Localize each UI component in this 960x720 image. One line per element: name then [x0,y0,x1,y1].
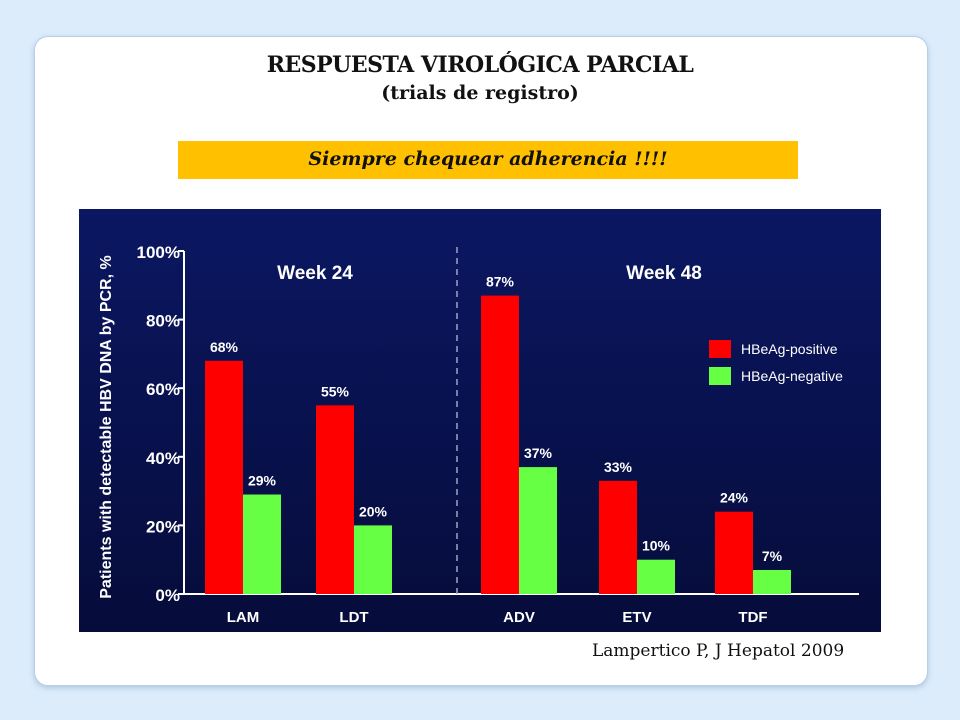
legend-label: HBeAg-positive [741,341,838,357]
legend-swatch [709,340,731,358]
bar-chart: Patients with detectable HBV DNA by PCR,… [79,209,881,632]
citation: Lampertico P, J Hepatol 2009 [592,641,845,661]
data-label: 33% [604,459,633,475]
adherence-banner: Siempre chequear adherencia !!!! [178,141,798,179]
y-tick-label: 80% [146,312,180,331]
legend-swatch [709,367,731,385]
y-tick-label: 0% [155,586,180,605]
group-label: Week 48 [626,263,702,284]
y-axis-label: Patients with detectable HBV DNA by PCR,… [98,255,115,598]
bar [205,360,243,594]
y-tick-label: 100% [137,243,180,262]
x-tick-label: LDT [339,609,368,626]
chart-background [79,209,881,632]
bar [519,467,557,594]
group-label: Week 24 [277,263,353,284]
data-label: 10% [642,538,671,554]
x-tick-label: LAM [227,609,260,626]
bar [481,295,519,594]
data-label: 20% [359,503,388,519]
y-tick-label: 60% [146,380,180,399]
x-tick-label: ETV [622,609,651,626]
data-label: 29% [248,473,277,489]
slide-title: RESPUESTA VIROLÓGICA PARCIAL [266,52,694,78]
y-tick-label: 40% [146,449,180,468]
data-label: 24% [720,490,749,506]
y-tick-label: 20% [146,517,180,536]
bar [243,494,281,594]
x-tick-label: TDF [738,609,767,626]
data-label: 68% [210,339,239,355]
data-label: 7% [762,548,783,564]
bar [715,511,753,594]
bar [753,569,791,594]
banner-text: Siempre chequear adherencia !!!! [308,148,668,170]
slide-subtitle: (trials de registro) [381,82,579,104]
legend-label: HBeAg-negative [741,368,843,384]
bar [637,559,675,594]
data-label: 55% [321,383,350,399]
bar [354,525,392,594]
bar [599,480,637,594]
x-tick-label: ADV [503,609,535,626]
data-label: 37% [524,445,553,461]
bar [316,405,354,594]
data-label: 87% [486,274,515,290]
